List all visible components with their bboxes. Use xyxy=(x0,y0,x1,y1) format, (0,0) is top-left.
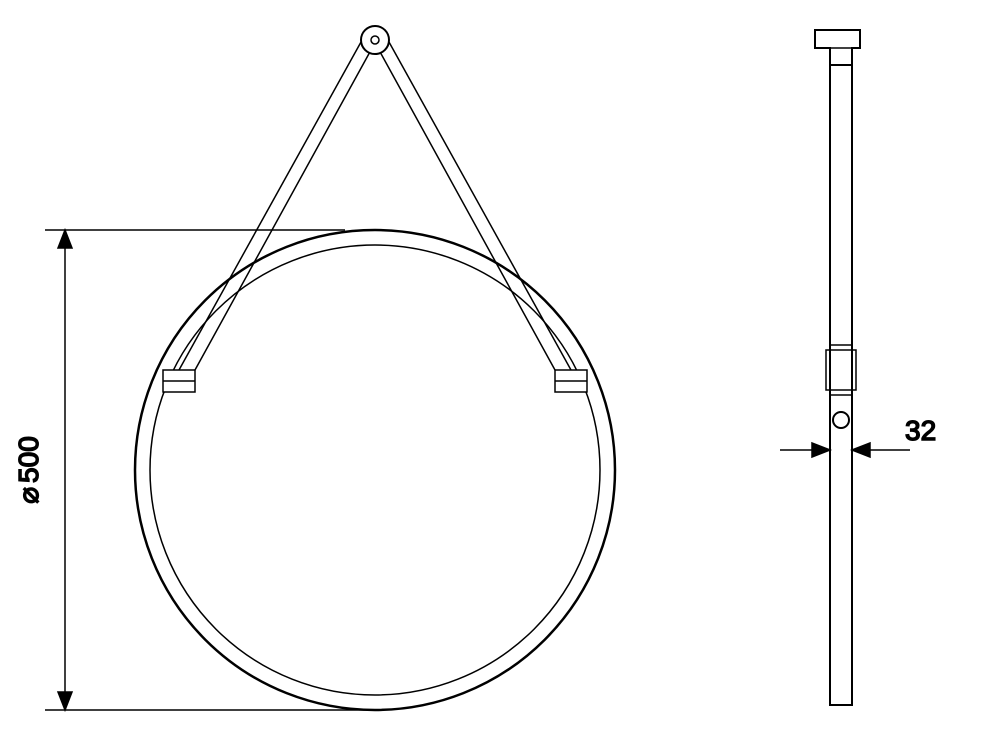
thickness-label: 32 xyxy=(905,415,936,446)
mirror-inner-circle xyxy=(150,245,600,695)
strap xyxy=(179,42,571,370)
technical-drawing: ⌀ 500 xyxy=(0,0,990,735)
strap-clip-left xyxy=(163,370,195,392)
side-top-bracket xyxy=(815,30,860,65)
mirror-outer-circle xyxy=(135,230,615,710)
diameter-label: ⌀ 500 xyxy=(13,436,44,504)
dimension-diameter: ⌀ 500 xyxy=(13,230,375,710)
hanger-knob xyxy=(361,26,389,54)
diameter-value: 500 xyxy=(13,436,44,483)
dimension-thickness: 32 xyxy=(780,415,936,705)
diameter-symbol: ⌀ xyxy=(13,487,44,504)
side-knob-icon xyxy=(833,412,849,428)
side-view: 32 xyxy=(780,30,936,705)
strap-clip-right xyxy=(555,370,587,392)
front-view: ⌀ 500 xyxy=(13,26,615,710)
